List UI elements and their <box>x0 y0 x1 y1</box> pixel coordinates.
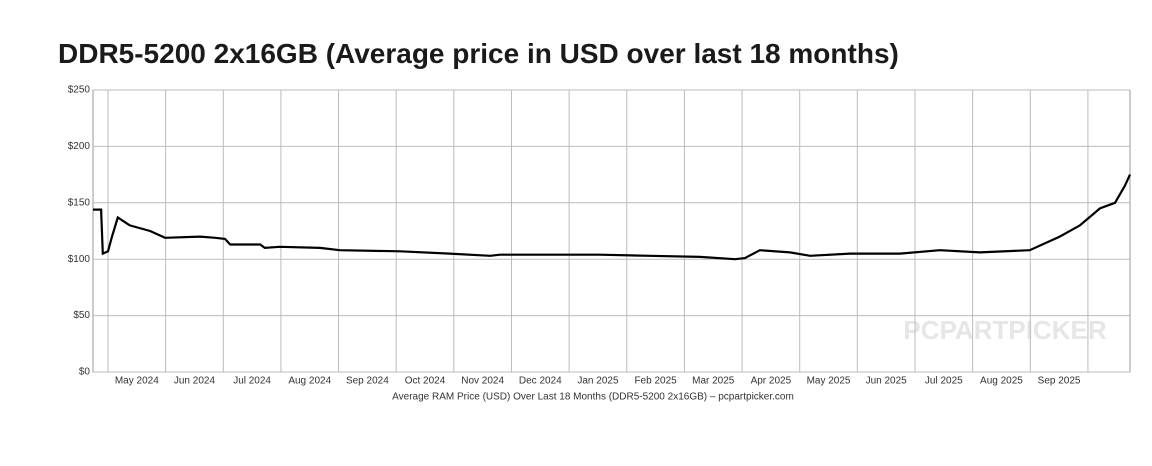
y-tick-label: $0 <box>79 367 91 378</box>
x-tick-label: Mar 2025 <box>692 376 735 387</box>
x-tick-label: Sep 2024 <box>346 376 389 387</box>
x-tick-label: Apr 2025 <box>751 376 792 387</box>
y-tick-label: $150 <box>68 197 91 208</box>
x-tick-label: Jul 2024 <box>233 376 271 387</box>
chart-title: DDR5-5200 2x16GB (Average price in USD o… <box>58 38 899 69</box>
y-tick-label: $100 <box>68 254 91 265</box>
x-tick-label: Sep 2025 <box>1038 376 1081 387</box>
y-tick-label: $250 <box>68 85 91 96</box>
x-tick-label: Aug 2025 <box>980 376 1023 387</box>
x-tick-label: Jun 2024 <box>174 376 216 387</box>
x-tick-label: Oct 2024 <box>405 376 446 387</box>
x-tick-label: Feb 2025 <box>634 376 677 387</box>
x-tick-label: Aug 2024 <box>288 376 331 387</box>
x-tick-label: May 2024 <box>115 376 159 387</box>
price-line <box>93 174 1131 261</box>
y-tick-label: $200 <box>68 141 91 152</box>
x-tick-label: Dec 2024 <box>519 376 562 387</box>
x-tick-label: Jan 2025 <box>577 376 619 387</box>
x-tick-label: May 2025 <box>807 376 851 387</box>
caption: Average RAM Price (USD) Over Last 18 Mon… <box>392 392 794 403</box>
watermark: PCPARTPICKER <box>903 315 1106 345</box>
x-tick-label: Nov 2024 <box>461 376 504 387</box>
x-tick-label: Jul 2025 <box>925 376 963 387</box>
x-tick-label: Jun 2025 <box>866 376 908 387</box>
y-tick-label: $50 <box>73 310 90 321</box>
plot-frame <box>92 89 1131 373</box>
